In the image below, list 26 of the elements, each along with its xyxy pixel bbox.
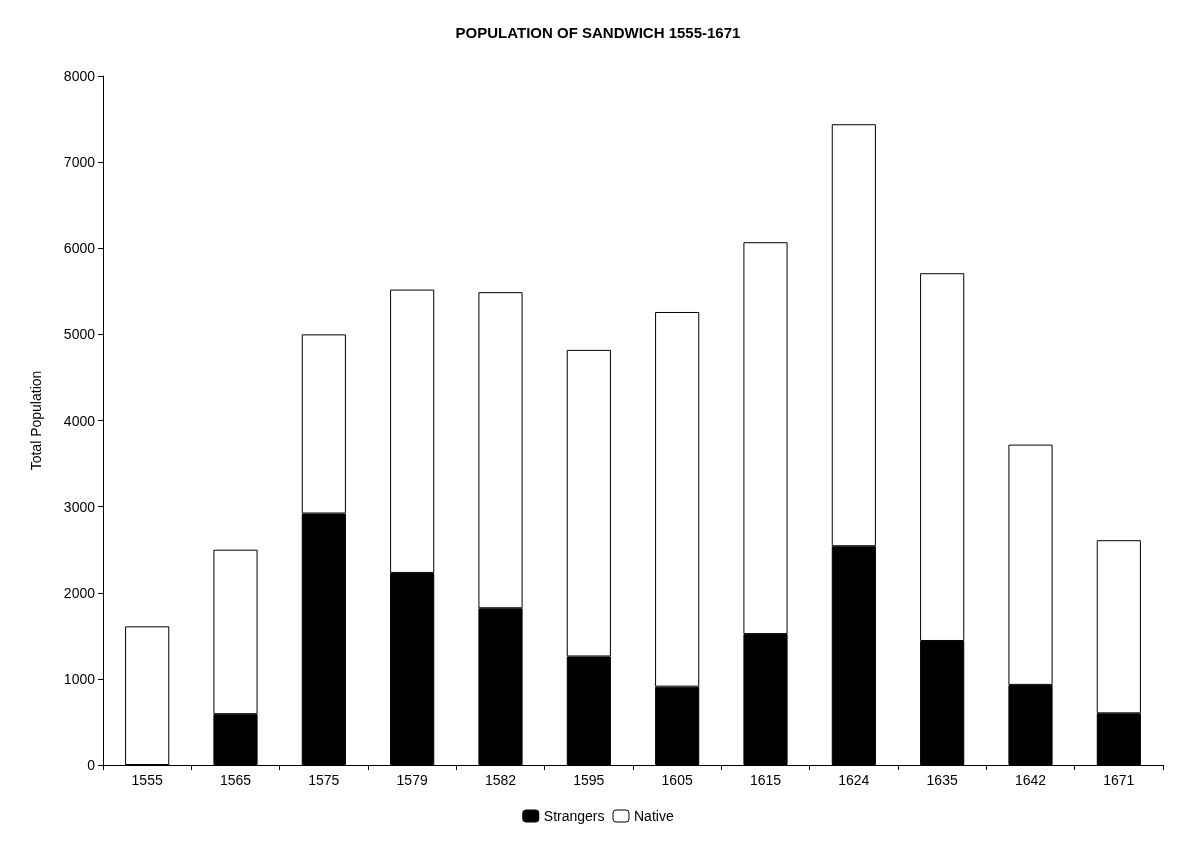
x-tick-label: 1582 (484, 772, 517, 788)
x-tick-label: 1635 (926, 772, 958, 788)
y-tick-label: 7000 (63, 154, 96, 171)
x-tick-label: 1555 (131, 772, 163, 788)
x-tick-label: 1671 (1103, 772, 1135, 788)
x-tick-label: 1605 (661, 772, 693, 788)
chart-title: POPULATION OF SANDWICH 1555-1671 (455, 24, 741, 41)
x-tick-label: 1575 (308, 772, 340, 788)
legend-label: Native (634, 808, 674, 824)
y-tick-label: 4000 (63, 412, 96, 429)
y-tick-label: 5000 (63, 326, 96, 343)
x-tick-label: 1565 (219, 772, 252, 788)
y-tick-label: 8000 (63, 68, 96, 84)
y-tick-label: 0 (87, 757, 96, 773)
legend-label: Strangers (543, 808, 605, 824)
x-tick-label: 1642 (1014, 772, 1047, 788)
y-axis-title: Total Population (28, 370, 44, 471)
y-tick-label: 6000 (63, 240, 96, 257)
x-tick-label: 1595 (573, 772, 605, 788)
x-tick-label: 1579 (396, 772, 428, 788)
y-tick-label: 2000 (63, 584, 96, 601)
x-tick-label: 1624 (838, 772, 870, 788)
y-tick-label: 1000 (63, 670, 96, 687)
bar (125, 626, 170, 765)
x-tick-label: 1615 (749, 772, 782, 788)
y-tick-label: 3000 (63, 498, 96, 515)
